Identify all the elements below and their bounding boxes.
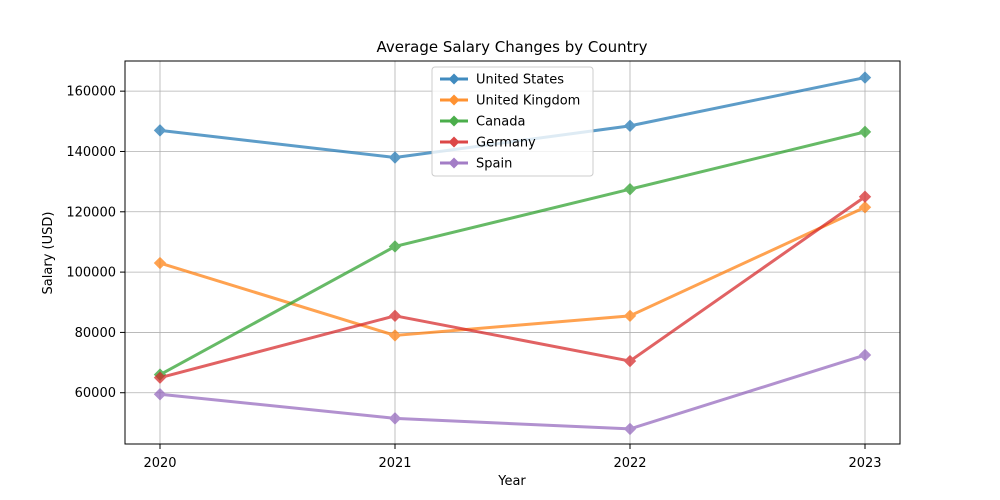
legend-swatch-marker bbox=[448, 115, 460, 127]
data-point bbox=[858, 125, 872, 139]
legend-label: Spain bbox=[476, 157, 512, 172]
y-tick-label: 60000 bbox=[75, 386, 116, 401]
x-tick-label: 2022 bbox=[613, 456, 646, 471]
data-point bbox=[858, 71, 872, 84]
series-line bbox=[159, 195, 866, 380]
series-line bbox=[159, 130, 866, 376]
chart-title: Average Salary Changes by Country bbox=[376, 38, 647, 56]
legend-item bbox=[440, 157, 468, 169]
data-point bbox=[623, 309, 637, 323]
legend-label: Canada bbox=[476, 115, 525, 130]
series-canada bbox=[153, 125, 872, 381]
legend-label: Germany bbox=[476, 136, 536, 151]
legend: United States United Kingdom Canada Germany… bbox=[431, 66, 594, 177]
legend-label: United Kingdom bbox=[476, 94, 580, 109]
data-point bbox=[623, 354, 637, 368]
data-point bbox=[388, 309, 402, 323]
y-tick-label: 120000 bbox=[66, 205, 116, 220]
series-lines bbox=[153, 71, 872, 436]
legend-swatch-marker bbox=[448, 157, 460, 169]
data-point bbox=[858, 201, 872, 214]
y-tick-label: 80000 bbox=[75, 326, 116, 341]
x-tick-label: 2021 bbox=[378, 456, 411, 471]
legend-swatch-marker bbox=[448, 136, 460, 148]
data-point bbox=[623, 119, 637, 133]
data-point bbox=[153, 256, 167, 270]
data-point bbox=[153, 371, 167, 384]
axis-ticks: 2020 2021 2022 2023 60000 80000 100000 120000 14… bbox=[66, 85, 881, 471]
data-point bbox=[388, 329, 402, 342]
data-point bbox=[388, 151, 402, 164]
data-point bbox=[858, 348, 872, 362]
data-point bbox=[153, 388, 167, 401]
data-point bbox=[623, 182, 637, 196]
legend-box bbox=[431, 66, 594, 177]
y-tick-label: 140000 bbox=[66, 145, 116, 160]
plot-area-frame bbox=[124, 60, 901, 445]
legend-item bbox=[440, 94, 468, 106]
series-germany bbox=[153, 190, 872, 384]
legend-swatch-marker bbox=[448, 73, 460, 85]
data-point bbox=[623, 422, 637, 436]
data-point bbox=[858, 190, 872, 203]
y-tick-label: 100000 bbox=[66, 266, 116, 281]
series-united-kingdom bbox=[153, 201, 872, 342]
legend-item bbox=[440, 136, 468, 148]
legend-item bbox=[440, 115, 468, 127]
y-axis-title: Salary (USD) bbox=[41, 212, 56, 295]
data-point bbox=[388, 412, 402, 425]
data-point bbox=[388, 240, 402, 253]
legend-label: United States bbox=[476, 73, 564, 88]
series-line bbox=[159, 205, 866, 337]
y-tick-label: 160000 bbox=[66, 85, 116, 100]
x-axis-title: Year bbox=[497, 474, 526, 489]
legend-item bbox=[440, 73, 468, 85]
x-tick-label: 2023 bbox=[848, 456, 881, 471]
series-spain bbox=[153, 348, 872, 436]
x-tick-label: 2020 bbox=[143, 456, 176, 471]
series-line bbox=[159, 353, 866, 431]
legend-swatch-marker bbox=[448, 94, 460, 106]
data-point bbox=[153, 124, 167, 137]
